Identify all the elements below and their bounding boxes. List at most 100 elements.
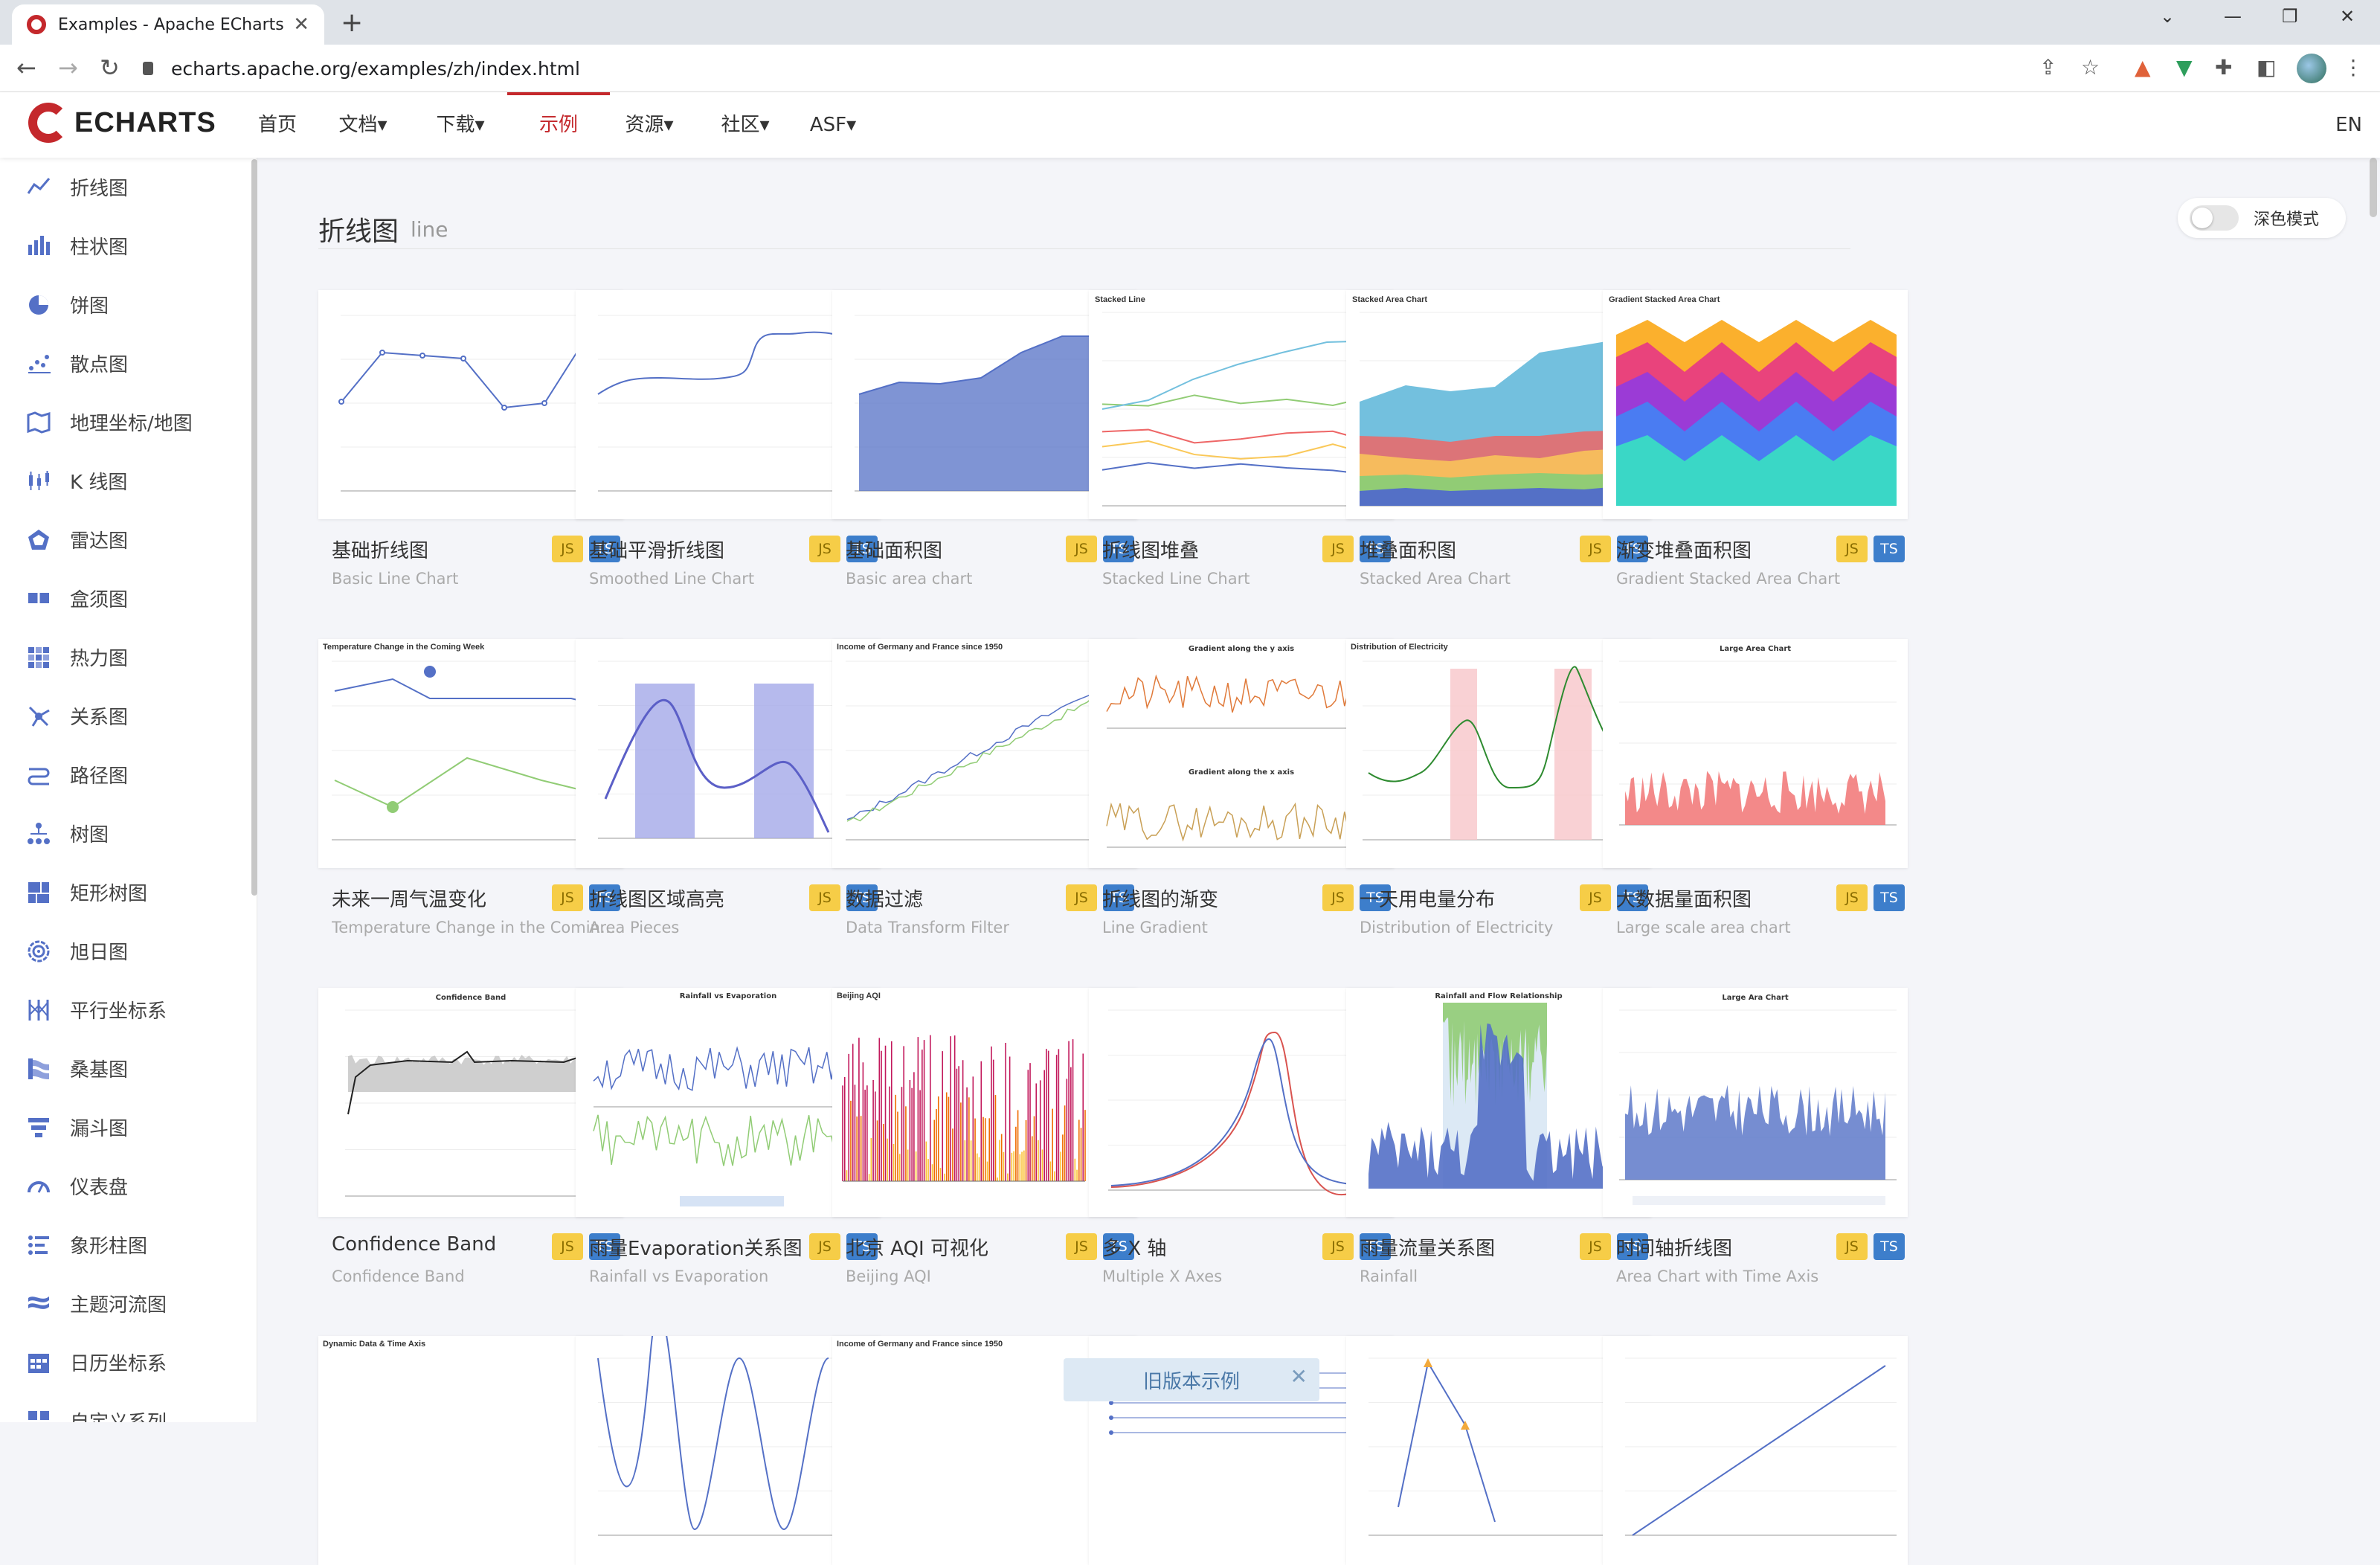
language-switch[interactable]: EN — [2335, 114, 2362, 136]
back-icon[interactable]: ← — [16, 54, 36, 82]
example-thumbnail[interactable]: Confidence Band — [318, 988, 623, 1217]
example-card[interactable]: Temperature Change in the Coming Week 未来一… — [318, 639, 623, 936]
example-card[interactable]: Rainfall vs Evaporation 雨量Evaporation关系图 R… — [576, 988, 881, 1285]
example-card[interactable]: 折线图区域高亮 Area Pieces JS TS — [576, 639, 881, 936]
example-card[interactable]: Stacked Line 折线图堆叠 Stacked Line Chart JS TS — [1089, 290, 1394, 588]
profile-avatar[interactable] — [2297, 54, 2326, 83]
sidebar-item-heatmap[interactable]: 热力图 — [0, 628, 257, 687]
js-badge[interactable]: JS — [1836, 1233, 1868, 1260]
close-window-icon[interactable]: ✕ — [2340, 6, 2355, 27]
example-thumbnail[interactable]: Rainfall and Flow Relationship — [1346, 988, 1651, 1217]
example-title[interactable]: 大数据量面积图 — [1616, 889, 1752, 911]
dark-mode-toggle[interactable]: 深色模式 — [2178, 198, 2346, 238]
example-card[interactable]: Confidence Band Confidence Band Confidence… — [318, 988, 623, 1285]
sidebar-item-custom-series[interactable]: 自定义系列 — [0, 1392, 257, 1422]
js-badge[interactable]: JS — [552, 536, 583, 562]
nav-download[interactable]: 下载▾ — [408, 92, 513, 158]
close-banner-icon[interactable]: ✕ — [1290, 1364, 1308, 1389]
js-badge[interactable]: JS — [1322, 1233, 1354, 1260]
example-title[interactable]: Confidence Band — [332, 1233, 497, 1256]
example-title[interactable]: 折线图堆叠 — [1102, 540, 1200, 562]
close-tab-icon[interactable]: ✕ — [293, 13, 309, 36]
ts-badge[interactable]: TS — [589, 536, 620, 562]
ts-badge[interactable]: TS — [1360, 1233, 1391, 1260]
nav-community[interactable]: 社区▾ — [695, 92, 796, 158]
example-title[interactable]: 折线图区域高亮 — [589, 889, 725, 911]
nav-docs[interactable]: 文档▾ — [318, 92, 408, 158]
example-title[interactable]: 一天用电量分布 — [1360, 889, 1496, 911]
ts-badge[interactable]: TS — [1103, 1233, 1134, 1260]
ts-badge[interactable]: TS — [589, 1233, 620, 1260]
example-title[interactable]: 多 X 轴 — [1102, 1238, 1167, 1260]
ts-badge[interactable]: TS — [1874, 884, 1905, 911]
sidebar-item-tree[interactable]: 树图 — [0, 804, 257, 863]
example-title[interactable]: 基础折线图 — [332, 540, 429, 562]
ts-badge[interactable]: TS — [1103, 884, 1134, 911]
example-thumbnail[interactable]: Distribution of Electricity — [1346, 639, 1651, 868]
example-thumbnail[interactable] — [1089, 988, 1394, 1217]
js-badge[interactable]: JS — [1322, 884, 1354, 911]
sidebar-item-lines[interactable]: 路径图 — [0, 745, 257, 804]
example-title[interactable]: 未来一周气温变化 — [332, 889, 487, 911]
example-thumbnail[interactable]: Gradient along the y axis Gradient along … — [1089, 639, 1394, 868]
page-scrollbar[interactable] — [2370, 158, 2377, 217]
extension-warning-icon[interactable]: ▲ — [2135, 55, 2151, 80]
example-card[interactable]: 基础面积图 Basic area chart JS TS — [832, 290, 1137, 588]
example-title[interactable]: 雨量Evaporation关系图 — [589, 1238, 803, 1260]
sidebar-item-parallel[interactable]: 平行坐标系 — [0, 980, 257, 1039]
legacy-examples-banner[interactable]: 旧版本示例 ✕ — [1064, 1358, 1319, 1401]
example-thumbnail[interactable]: Large Area Chart — [1603, 639, 1908, 868]
example-card[interactable]: Gradient along the y axis Gradient along … — [1089, 639, 1394, 936]
example-title[interactable]: 基础平滑折线图 — [589, 540, 725, 562]
example-thumbnail[interactable] — [576, 639, 881, 868]
example-card[interactable]: Beijing AQI 北京 AQI 可视化 Beijing AQI JS TS — [832, 988, 1137, 1285]
ts-badge[interactable]: TS — [1617, 884, 1648, 911]
example-thumbnail[interactable]: Stacked Area Chart — [1346, 290, 1651, 519]
sidebar-item-calendar[interactable]: 日历坐标系 — [0, 1333, 257, 1392]
js-badge[interactable]: JS — [552, 1233, 583, 1260]
ts-badge[interactable]: TS — [1103, 536, 1134, 562]
example-thumbnail[interactable]: Beijing AQI — [832, 988, 1137, 1217]
example-card[interactable]: Gradient Stacked Area Chart 渐变堆叠面积图 Gradie… — [1603, 290, 1908, 588]
example-thumbnail[interactable] — [832, 290, 1137, 519]
example-title[interactable]: 北京 AQI 可视化 — [846, 1238, 988, 1260]
extensions-puzzle-icon[interactable]: ✚ — [2215, 55, 2233, 80]
sidebar-item-scatter-chart[interactable]: 散点图 — [0, 334, 257, 393]
example-thumbnail[interactable]: Large Ara Chart — [1603, 988, 1908, 1217]
js-badge[interactable]: JS — [1580, 1233, 1611, 1260]
js-badge[interactable]: JS — [1836, 536, 1868, 562]
nav-examples[interactable]: 示例 — [507, 92, 610, 158]
example-title[interactable]: 渐变堆叠面积图 — [1616, 540, 1752, 562]
echarts-logo[interactable]: ECHARTS — [28, 103, 216, 143]
js-badge[interactable]: JS — [809, 1233, 840, 1260]
bookmark-star-icon[interactable]: ☆ — [2081, 55, 2100, 80]
example-title[interactable]: 基础面积图 — [846, 540, 943, 562]
tab-search-chevron-icon[interactable]: ⌄ — [2160, 6, 2175, 27]
example-card[interactable]: Distribution of Electricity 一天用电量分布 Distri… — [1346, 639, 1651, 936]
reload-icon[interactable]: ↻ — [100, 54, 120, 82]
js-badge[interactable]: JS — [1066, 1233, 1097, 1260]
sidebar-item-line-chart[interactable]: 折线图 — [0, 158, 257, 216]
sidebar-item-graph[interactable]: 关系图 — [0, 687, 257, 745]
js-badge[interactable]: JS — [1322, 536, 1354, 562]
js-badge[interactable]: JS — [1580, 884, 1611, 911]
ts-badge[interactable]: TS — [1874, 536, 1905, 562]
new-tab-button[interactable]: + — [341, 7, 364, 38]
ts-badge[interactable]: TS — [1360, 884, 1391, 911]
sidebar-item-pie-chart[interactable]: 饼图 — [0, 275, 257, 334]
ts-badge[interactable]: TS — [1874, 1233, 1905, 1260]
ts-badge[interactable]: TS — [1617, 1233, 1648, 1260]
js-badge[interactable]: JS — [809, 884, 840, 911]
ts-badge[interactable]: TS — [1617, 536, 1648, 562]
example-card[interactable]: 多 X 轴 Multiple X Axes JS TS — [1089, 988, 1394, 1285]
example-card[interactable]: 基础平滑折线图 Smoothed Line Chart JS TS — [576, 290, 881, 588]
ts-badge[interactable]: TS — [846, 884, 878, 911]
example-thumbnail[interactable] — [318, 290, 623, 519]
sidebar-item-gauge[interactable]: 仪表盘 — [0, 1157, 257, 1215]
sidebar-scrollbar[interactable] — [251, 159, 257, 896]
ts-badge[interactable]: TS — [846, 1233, 878, 1260]
example-title[interactable]: 数据过滤 — [846, 889, 924, 911]
js-badge[interactable]: JS — [1066, 536, 1097, 562]
example-card[interactable]: Large Area Chart 大数据量面积图 Large scale area … — [1603, 639, 1908, 936]
example-card[interactable]: Income of Germany and France since 1950 数… — [832, 639, 1137, 936]
